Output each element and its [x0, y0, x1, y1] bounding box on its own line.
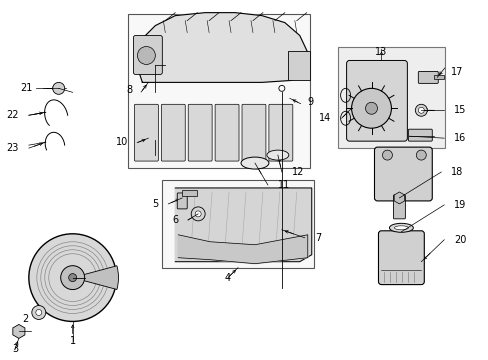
Text: 20: 20 [453, 235, 466, 245]
Bar [162, 180, 313, 268]
Circle shape [415, 150, 426, 160]
FancyBboxPatch shape [161, 104, 185, 161]
FancyBboxPatch shape [378, 231, 424, 285]
Circle shape [36, 310, 41, 315]
Text: 4: 4 [224, 273, 231, 283]
Text: 12: 12 [291, 167, 304, 177]
FancyBboxPatch shape [215, 104, 239, 161]
Circle shape [137, 46, 155, 64]
Bar [128, 14, 309, 168]
FancyBboxPatch shape [177, 193, 187, 209]
FancyBboxPatch shape [407, 129, 431, 141]
Text: 19: 19 [453, 200, 466, 210]
FancyBboxPatch shape [268, 104, 292, 161]
Ellipse shape [388, 223, 412, 232]
Text: 15: 15 [453, 105, 466, 115]
Text: 18: 18 [450, 167, 463, 177]
Text: 3: 3 [12, 345, 18, 354]
Circle shape [414, 104, 427, 116]
Ellipse shape [266, 150, 288, 160]
Wedge shape [73, 266, 118, 289]
Text: 9: 9 [307, 97, 313, 107]
Circle shape [191, 207, 205, 221]
Bar [287, 50, 309, 80]
Text: 16: 16 [453, 133, 466, 143]
Circle shape [53, 82, 64, 94]
Text: 10: 10 [116, 137, 128, 147]
Text: 2: 2 [22, 314, 29, 324]
Circle shape [68, 274, 77, 282]
FancyBboxPatch shape [393, 195, 405, 219]
FancyBboxPatch shape [133, 36, 162, 75]
FancyBboxPatch shape [417, 71, 437, 84]
Text: 22: 22 [6, 110, 19, 120]
FancyBboxPatch shape [346, 60, 407, 141]
Text: 1: 1 [69, 336, 76, 346]
Circle shape [382, 150, 392, 160]
Text: 14: 14 [319, 113, 331, 123]
Text: 7: 7 [314, 233, 320, 243]
Text: 21: 21 [20, 84, 33, 93]
Circle shape [61, 266, 84, 289]
FancyBboxPatch shape [374, 147, 431, 201]
Circle shape [29, 234, 116, 321]
Text: 23: 23 [6, 143, 19, 153]
FancyBboxPatch shape [242, 104, 265, 161]
Circle shape [351, 88, 390, 128]
Polygon shape [135, 13, 307, 82]
Bar [182, 190, 197, 196]
Text: 5: 5 [152, 199, 158, 209]
Bar [433, 75, 443, 80]
Circle shape [195, 211, 201, 217]
Text: 17: 17 [450, 67, 463, 77]
Ellipse shape [241, 157, 268, 169]
Bar [337, 46, 444, 148]
Circle shape [365, 102, 377, 114]
FancyBboxPatch shape [134, 104, 158, 161]
Text: 8: 8 [126, 85, 132, 95]
Text: 13: 13 [375, 48, 387, 58]
Polygon shape [175, 188, 311, 262]
Text: 11: 11 [277, 180, 289, 190]
Circle shape [32, 306, 46, 319]
Text: 6: 6 [172, 215, 178, 225]
Ellipse shape [394, 226, 407, 230]
Polygon shape [178, 235, 307, 264]
Circle shape [417, 107, 424, 113]
FancyBboxPatch shape [188, 104, 212, 161]
